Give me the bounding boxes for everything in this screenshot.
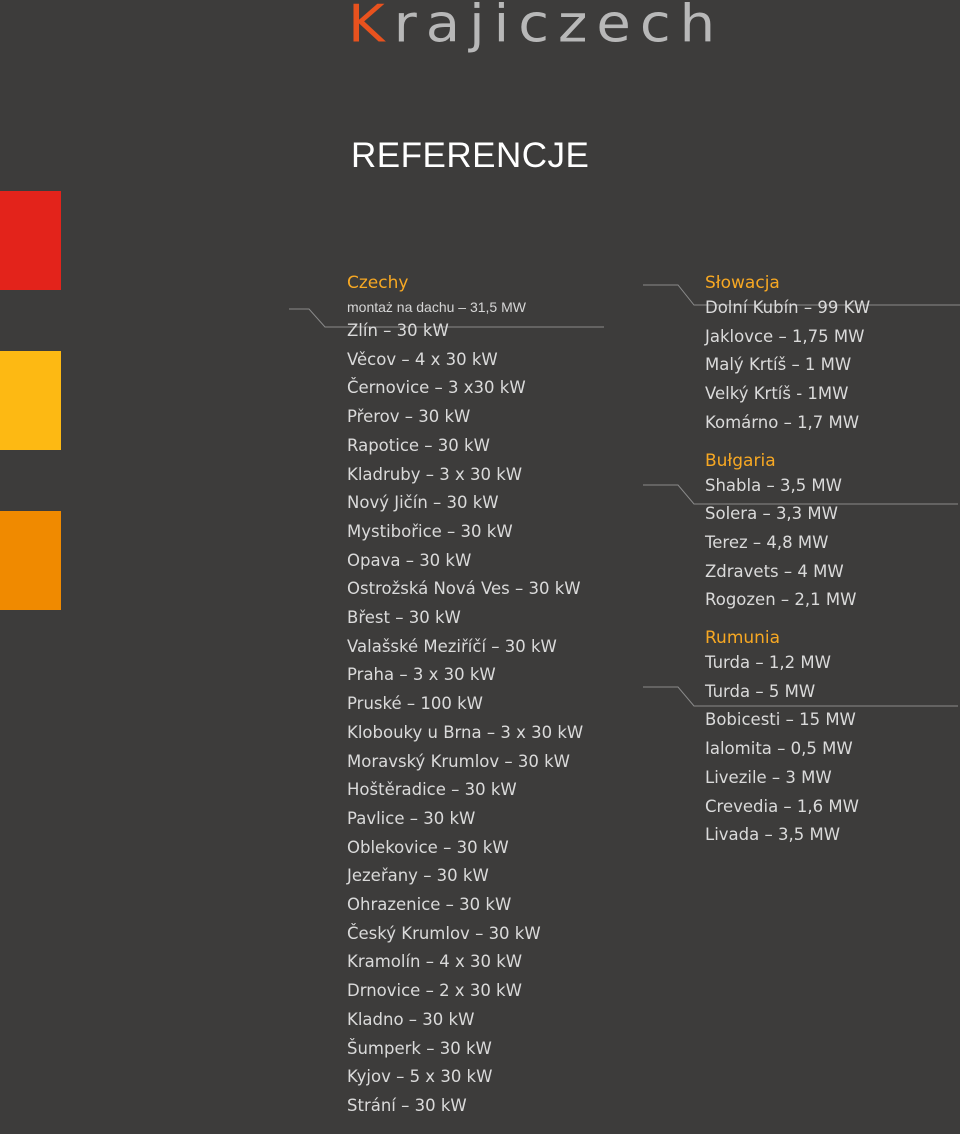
list-item: Oblekovice – 30 kW: [347, 837, 509, 857]
list-item: Kyjov – 5 x 30 kW: [347, 1067, 493, 1087]
list-item: Šumperk – 30 kW: [347, 1038, 492, 1058]
list-item: Malý Krtíš – 1 MW: [705, 355, 852, 375]
list-item: Kladruby – 3 x 30 kW: [347, 464, 523, 484]
list-item: Livada – 3,5 MW: [705, 825, 841, 845]
divider-czechy: [289, 308, 604, 328]
section-rumunia: Rumunia Turda – 1,2 MW Turda – 5 MW Bobi…: [705, 627, 870, 850]
list-item: Ohrazenice – 30 kW: [347, 895, 512, 915]
list-item: Valašské Meziříčí – 30 kW: [347, 636, 557, 656]
logo-text: rajiczech: [393, 0, 725, 55]
page-title: REFERENCJE: [351, 136, 590, 175]
list-item: Přerov – 30 kW: [347, 407, 471, 427]
list-item: Ostrožská Nová Ves – 30 kW: [347, 579, 581, 599]
international-column: Słowacja Dolní Kubín – 99 KW Jaklovce – …: [705, 272, 870, 850]
list-item: Kramolín – 4 x 30 kW: [347, 952, 523, 972]
section-heading-slowacja: Słowacja: [705, 273, 780, 293]
reference-list-czechy: Zlín – 30 kW Věcov – 4 x 30 kW Černovice…: [347, 317, 583, 1121]
list-item: Velký Krtíš - 1MW: [705, 384, 849, 404]
decor-bar-red: [0, 191, 61, 290]
section-heading-czechy: Czechy: [347, 273, 409, 293]
section-heading-bulgaria: Bułgaria: [705, 450, 776, 471]
decor-bar-yellow: [0, 351, 61, 450]
reference-list-rumunia: Turda – 1,2 MW Turda – 5 MW Bobicesti – …: [705, 649, 870, 850]
list-item: Černovice – 3 x30 kW: [347, 378, 526, 398]
list-item: Komárno – 1,7 MW: [705, 412, 860, 432]
list-item: Český Krumlov – 30 kW: [347, 923, 541, 943]
reference-list-slowacja: Dolní Kubín – 99 KW Jaklovce – 1,75 MW M…: [705, 294, 870, 438]
list-item: Pruské – 100 kW: [347, 694, 483, 714]
list-item: Moravský Krumlov – 30 kW: [347, 751, 570, 771]
list-item: Věcov – 4 x 30 kW: [347, 349, 498, 369]
list-item: Pavlice – 30 kW: [347, 808, 476, 828]
list-item: Kladno – 30 kW: [347, 1009, 475, 1029]
list-item: Ialomita – 0,5 MW: [705, 739, 853, 759]
list-item: Bobicesti – 15 MW: [705, 710, 856, 730]
list-item: Jaklovce – 1,75 MW: [705, 326, 865, 346]
list-item: Solera – 3,3 MW: [705, 504, 838, 524]
section-slowacja: Słowacja Dolní Kubín – 99 KW Jaklovce – …: [705, 272, 870, 438]
list-item: Mystibořice – 30 kW: [347, 521, 513, 541]
brand-logo: Krajiczech: [348, 0, 724, 50]
section-bulgaria: Bułgaria Shabla – 3,5 MW Solera – 3,3 MW…: [705, 450, 870, 616]
list-item: Rogozen – 2,1 MW: [705, 590, 857, 610]
reference-list-bulgaria: Shabla – 3,5 MW Solera – 3,3 MW Terez – …: [705, 472, 870, 616]
list-item: Hoštěradice – 30 kW: [347, 780, 517, 800]
decor-bar-orange: [0, 511, 61, 610]
logo-accent-letter: K: [348, 0, 394, 55]
list-item: Praha – 3 x 30 kW: [347, 665, 496, 685]
list-item: Shabla – 3,5 MW: [705, 475, 842, 495]
divider-slowacja: [643, 284, 960, 306]
list-item: Nový Jičín – 30 kW: [347, 493, 499, 513]
list-item: Rapotice – 30 kW: [347, 435, 490, 455]
divider-rumunia: [643, 686, 958, 707]
list-item: Zlín – 30 kW: [347, 321, 449, 340]
divider-bulgaria: [643, 484, 958, 505]
list-item: Strání – 30 kW: [347, 1095, 467, 1115]
list-item: Crevedia – 1,6 MW: [705, 796, 859, 816]
list-item: Břest – 30 kW: [347, 608, 461, 628]
czechy-column: Czechy montaż na dachu – 31,5 MW Zlín – …: [347, 272, 583, 1121]
section-heading-rumunia: Rumunia: [705, 628, 781, 649]
list-item: Terez – 4,8 MW: [705, 532, 829, 552]
list-item: Drnovice – 2 x 30 kW: [347, 981, 522, 1001]
list-item: Zdravets – 4 MW: [705, 561, 844, 581]
list-item: Turda – 5 MW: [705, 681, 816, 701]
section-subheading-czechy: montaż na dachu – 31,5 MW: [347, 299, 526, 315]
list-item: Dolní Kubín – 99 KW: [705, 298, 871, 317]
list-item: Jezeřany – 30 kW: [347, 866, 489, 886]
list-item: Turda – 1,2 MW: [705, 653, 831, 673]
list-item: Opava – 30 kW: [347, 550, 472, 570]
list-item: Klobouky u Brna – 3 x 30 kW: [347, 722, 584, 742]
list-item: Livezile – 3 MW: [705, 767, 832, 787]
